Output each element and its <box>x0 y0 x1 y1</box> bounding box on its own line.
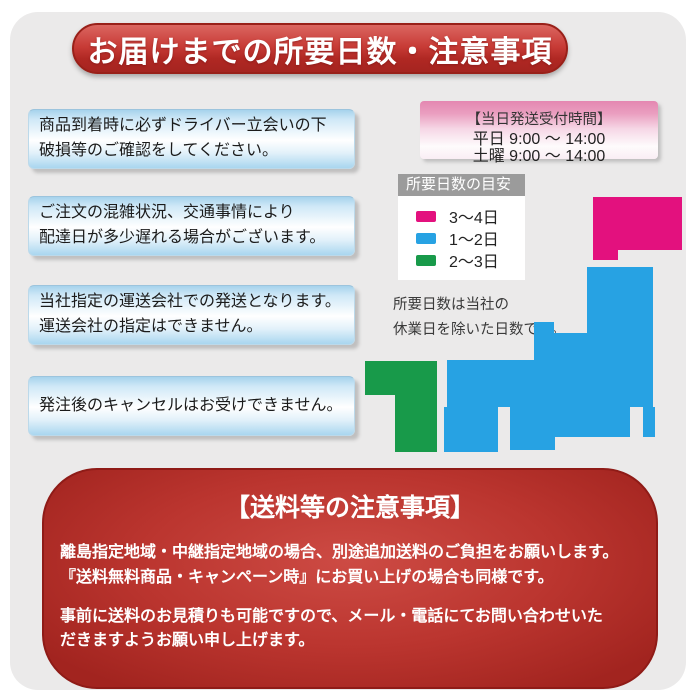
notice-box-no-cancel: 発注後のキャンセルはお受けできません。 <box>28 376 355 436</box>
map-region-shikoku <box>444 407 498 452</box>
legend-note: 所要日数は当社の 休業日を除いた日数です。 <box>393 297 566 339</box>
map-region-kyushu-top <box>365 361 437 395</box>
legend-item-1-2-days: 1～2日 <box>416 227 525 249</box>
map-region-honshu-north <box>587 267 653 360</box>
map-region-honshu-central <box>447 360 653 407</box>
legend-header: 所要日数の目安 <box>398 174 525 196</box>
saturday-hours: 土曜 9:00 ～ 14:00 <box>472 147 606 165</box>
shipping-para1-line2: 『送料無料商品・キャンペーン時』にお買い上げの場合も同様です。 <box>60 568 554 586</box>
page-title: お届けまでの所要日数・注意事項 <box>87 35 553 69</box>
same-day-title: 【当日発送受付時間】 <box>466 112 612 128</box>
legend-swatch-green <box>416 254 436 266</box>
japan-delivery-map <box>360 190 682 455</box>
map-region-honshu-south-r <box>643 407 655 437</box>
legend-swatch-magenta <box>416 210 436 222</box>
notice-line: ご注文の混雑状況、交通事情により <box>39 204 295 222</box>
legend: 3～4日 1～2日 2～3日 <box>398 196 525 280</box>
map-region-hokkaido <box>593 197 682 250</box>
notice-box-driver-check: 商品到着時に必ずドライバー立会いの下 破損等のご確認をしてください。 <box>28 109 355 169</box>
weekday-hours: 平日 9:00 ～ 14:00 <box>472 131 606 148</box>
notice-box-delivery-delay: ご注文の混雑状況、交通事情により 配達日が多少遅れる場合がございます。 <box>28 196 355 256</box>
legend-swatch-blue <box>416 232 436 244</box>
map-region-honshu-step-a <box>534 322 554 360</box>
notice-line: 配達日が多少遅れる場合がございます。 <box>39 229 326 246</box>
shipping-notice-box: 【送料等の注意事項】 離島指定地域・中継指定地域の場合、別途追加送料のご負担をお… <box>42 468 658 689</box>
notice-line: 運送会社の指定はできません。 <box>39 318 263 335</box>
legend-item-3-4-days: 3～4日 <box>416 205 525 227</box>
shipping-notice-title: 【送料等の注意事項】 <box>224 494 475 522</box>
notice-line: 商品到着時に必ずドライバー立会いの下 <box>39 117 327 135</box>
map-region-honshu-south-m <box>555 407 630 437</box>
shipping-para2-line1: 事前に送料のお見積りも可能ですので、メール・電話にてお問い合わせいた <box>60 607 603 625</box>
legend-item-2-3-days: 2～3日 <box>416 249 525 271</box>
notice-line: 当社指定の運送会社での発送となります。 <box>39 293 341 311</box>
map-region-honshu-step-b <box>554 333 587 360</box>
notice-line: 発注後のキャンセルはお受けできません。 <box>39 396 343 414</box>
shipping-para1-line1: 離島指定地域・中継指定地域の場合、別途追加送料のご負担をお願いします。 <box>60 544 619 561</box>
same-day-shipping-box: 【当日発送受付時間】 平日 9:00 ～ 14:00 土曜 9:00 ～ 14:… <box>420 101 658 165</box>
notice-box-carrier: 当社指定の運送会社での発送となります。 運送会社の指定はできません。 <box>28 285 355 345</box>
map-region-hokkaido-tab <box>593 250 618 260</box>
title-banner: お届けまでの所要日数・注意事項 <box>72 23 568 74</box>
map-region-honshu-south-l <box>510 407 555 450</box>
shipping-notice-body: 離島指定地域・中継指定地域の場合、別途追加送料のご負担をお願いします。 『送料無… <box>60 541 638 654</box>
notice-line: 破損等のご確認をしてください。 <box>39 142 279 159</box>
shipping-para2-line2: だきますようお願い申し上げます。 <box>60 632 315 650</box>
map-region-kyushu-column <box>395 395 437 452</box>
